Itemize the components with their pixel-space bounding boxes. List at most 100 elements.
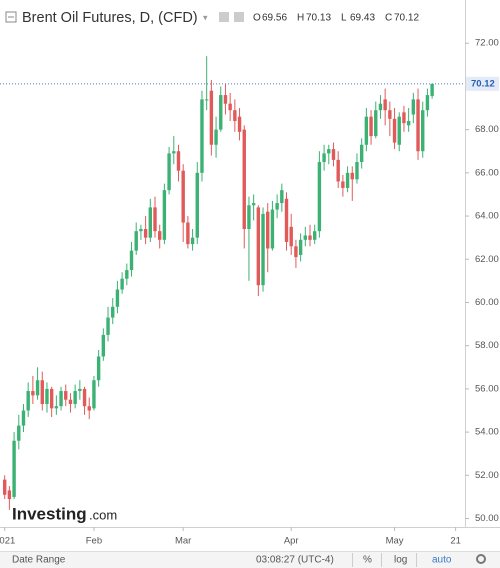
x-tick-label: 21 — [450, 536, 461, 547]
candle-body — [49, 388, 54, 409]
watermark-brand: Investing — [12, 504, 87, 523]
candle-body — [270, 209, 275, 249]
candle-body — [204, 99, 209, 101]
last-price-label: 70.12 — [471, 78, 495, 89]
candle-body — [111, 306, 115, 318]
title-menu-arrow[interactable]: ▾ — [203, 12, 208, 22]
candle-body — [289, 226, 293, 247]
ohlc-value: 70.13 — [306, 13, 331, 24]
candle-body — [242, 129, 246, 230]
candle-body — [68, 399, 73, 405]
candle-body — [256, 207, 261, 286]
y-tick-label: 64.00 — [475, 211, 499, 222]
ohlc-key: H — [297, 13, 304, 24]
candle-body — [139, 229, 143, 232]
ohlc-value: 69.43 — [350, 13, 375, 24]
settings-gear[interactable] — [476, 554, 486, 564]
toolbar — [0, 551, 500, 568]
settings-icon[interactable] — [219, 12, 229, 22]
date-range-button[interactable]: Date Range — [12, 555, 66, 566]
candle-body — [247, 205, 251, 230]
ohlc-value: 70.12 — [394, 13, 419, 24]
candle-body — [327, 149, 331, 154]
candle-body — [195, 172, 199, 238]
candle-body — [157, 231, 162, 240]
last-price-box — [466, 76, 499, 91]
y-tick-label: 62.00 — [475, 254, 499, 265]
candle-body — [336, 159, 340, 182]
log-button[interactable]: log — [394, 555, 407, 566]
axes: 50.00 52.00 54.00 56.00 58.00 60.00 62.00 64.00… — [0, 38, 499, 547]
close-icon[interactable] — [234, 12, 244, 22]
candle-body — [303, 235, 308, 240]
candle-body — [186, 222, 190, 245]
y-tick-label: 72.00 — [475, 38, 499, 49]
candle-body — [134, 231, 138, 251]
candle-body — [345, 172, 350, 188]
candle-body — [392, 118, 397, 143]
plot-area — [0, 56, 465, 510]
collapse-icon[interactable] — [5, 11, 17, 23]
candle-body — [331, 149, 336, 160]
candle-body — [359, 144, 364, 163]
candle-body — [294, 246, 298, 258]
x-tick-label: Apr — [284, 536, 299, 547]
ohlc-key: L — [341, 13, 347, 24]
y-tick-label: 54.00 — [475, 427, 499, 438]
candle-body — [369, 116, 373, 137]
candle-body — [7, 490, 12, 500]
candle-body — [378, 103, 383, 111]
candle-body — [355, 162, 359, 180]
ohlc-legend: O 69.56 H 70.13 L 69.43 C 70.12 — [253, 13, 419, 24]
clock: 03:08:27 (UTC-4) — [256, 555, 334, 566]
candle-body — [143, 229, 148, 238]
y-tick-label: 60.00 — [475, 297, 499, 308]
candle-body — [153, 207, 157, 232]
candle-body — [125, 270, 129, 279]
candle-body — [101, 334, 106, 357]
candle-body — [383, 99, 387, 111]
x-tick-label: Feb — [86, 536, 102, 547]
candle-body — [416, 99, 420, 152]
candle-body — [2, 479, 7, 495]
candle-body — [228, 103, 232, 111]
candle-body — [406, 120, 411, 126]
candle-body — [284, 198, 289, 242]
candle-body — [172, 151, 176, 154]
candle-body — [167, 153, 171, 191]
candle-body — [233, 110, 237, 121]
candle-body — [411, 99, 416, 115]
candle-body — [275, 203, 279, 210]
candle-body — [148, 207, 153, 238]
percent-button[interactable]: % — [363, 555, 372, 566]
candle-body — [223, 95, 228, 104]
chart-title: Brent Oil Futures, D, (CFD) — [22, 10, 198, 26]
y-tick-label: 58.00 — [475, 340, 499, 351]
watermark-domain: .com — [89, 507, 117, 522]
candle-body — [12, 440, 16, 497]
candle-body — [59, 391, 63, 407]
x-tick-label: May — [386, 536, 404, 547]
candle-body — [181, 170, 185, 223]
y-tick-label: 52.00 — [475, 470, 499, 481]
candle-body — [106, 317, 110, 335]
candle-body — [341, 181, 345, 188]
candle-body — [308, 235, 312, 240]
candle-body — [40, 380, 44, 405]
candle-body — [31, 391, 35, 396]
candle-body — [402, 112, 406, 124]
candle-body — [350, 172, 354, 180]
candle-body — [115, 289, 120, 307]
candle-body — [54, 406, 59, 409]
auto-button[interactable]: auto — [432, 555, 452, 566]
candle-body — [200, 99, 204, 173]
ohlc-key: O — [253, 13, 261, 24]
y-tick-label: 68.00 — [475, 124, 499, 135]
candle-body — [96, 356, 101, 381]
candle-body — [21, 410, 26, 426]
candle-body — [45, 388, 49, 405]
candle-body — [35, 380, 40, 396]
candle-body — [190, 237, 195, 245]
candle-body — [237, 116, 242, 132]
candle-body — [120, 278, 124, 290]
